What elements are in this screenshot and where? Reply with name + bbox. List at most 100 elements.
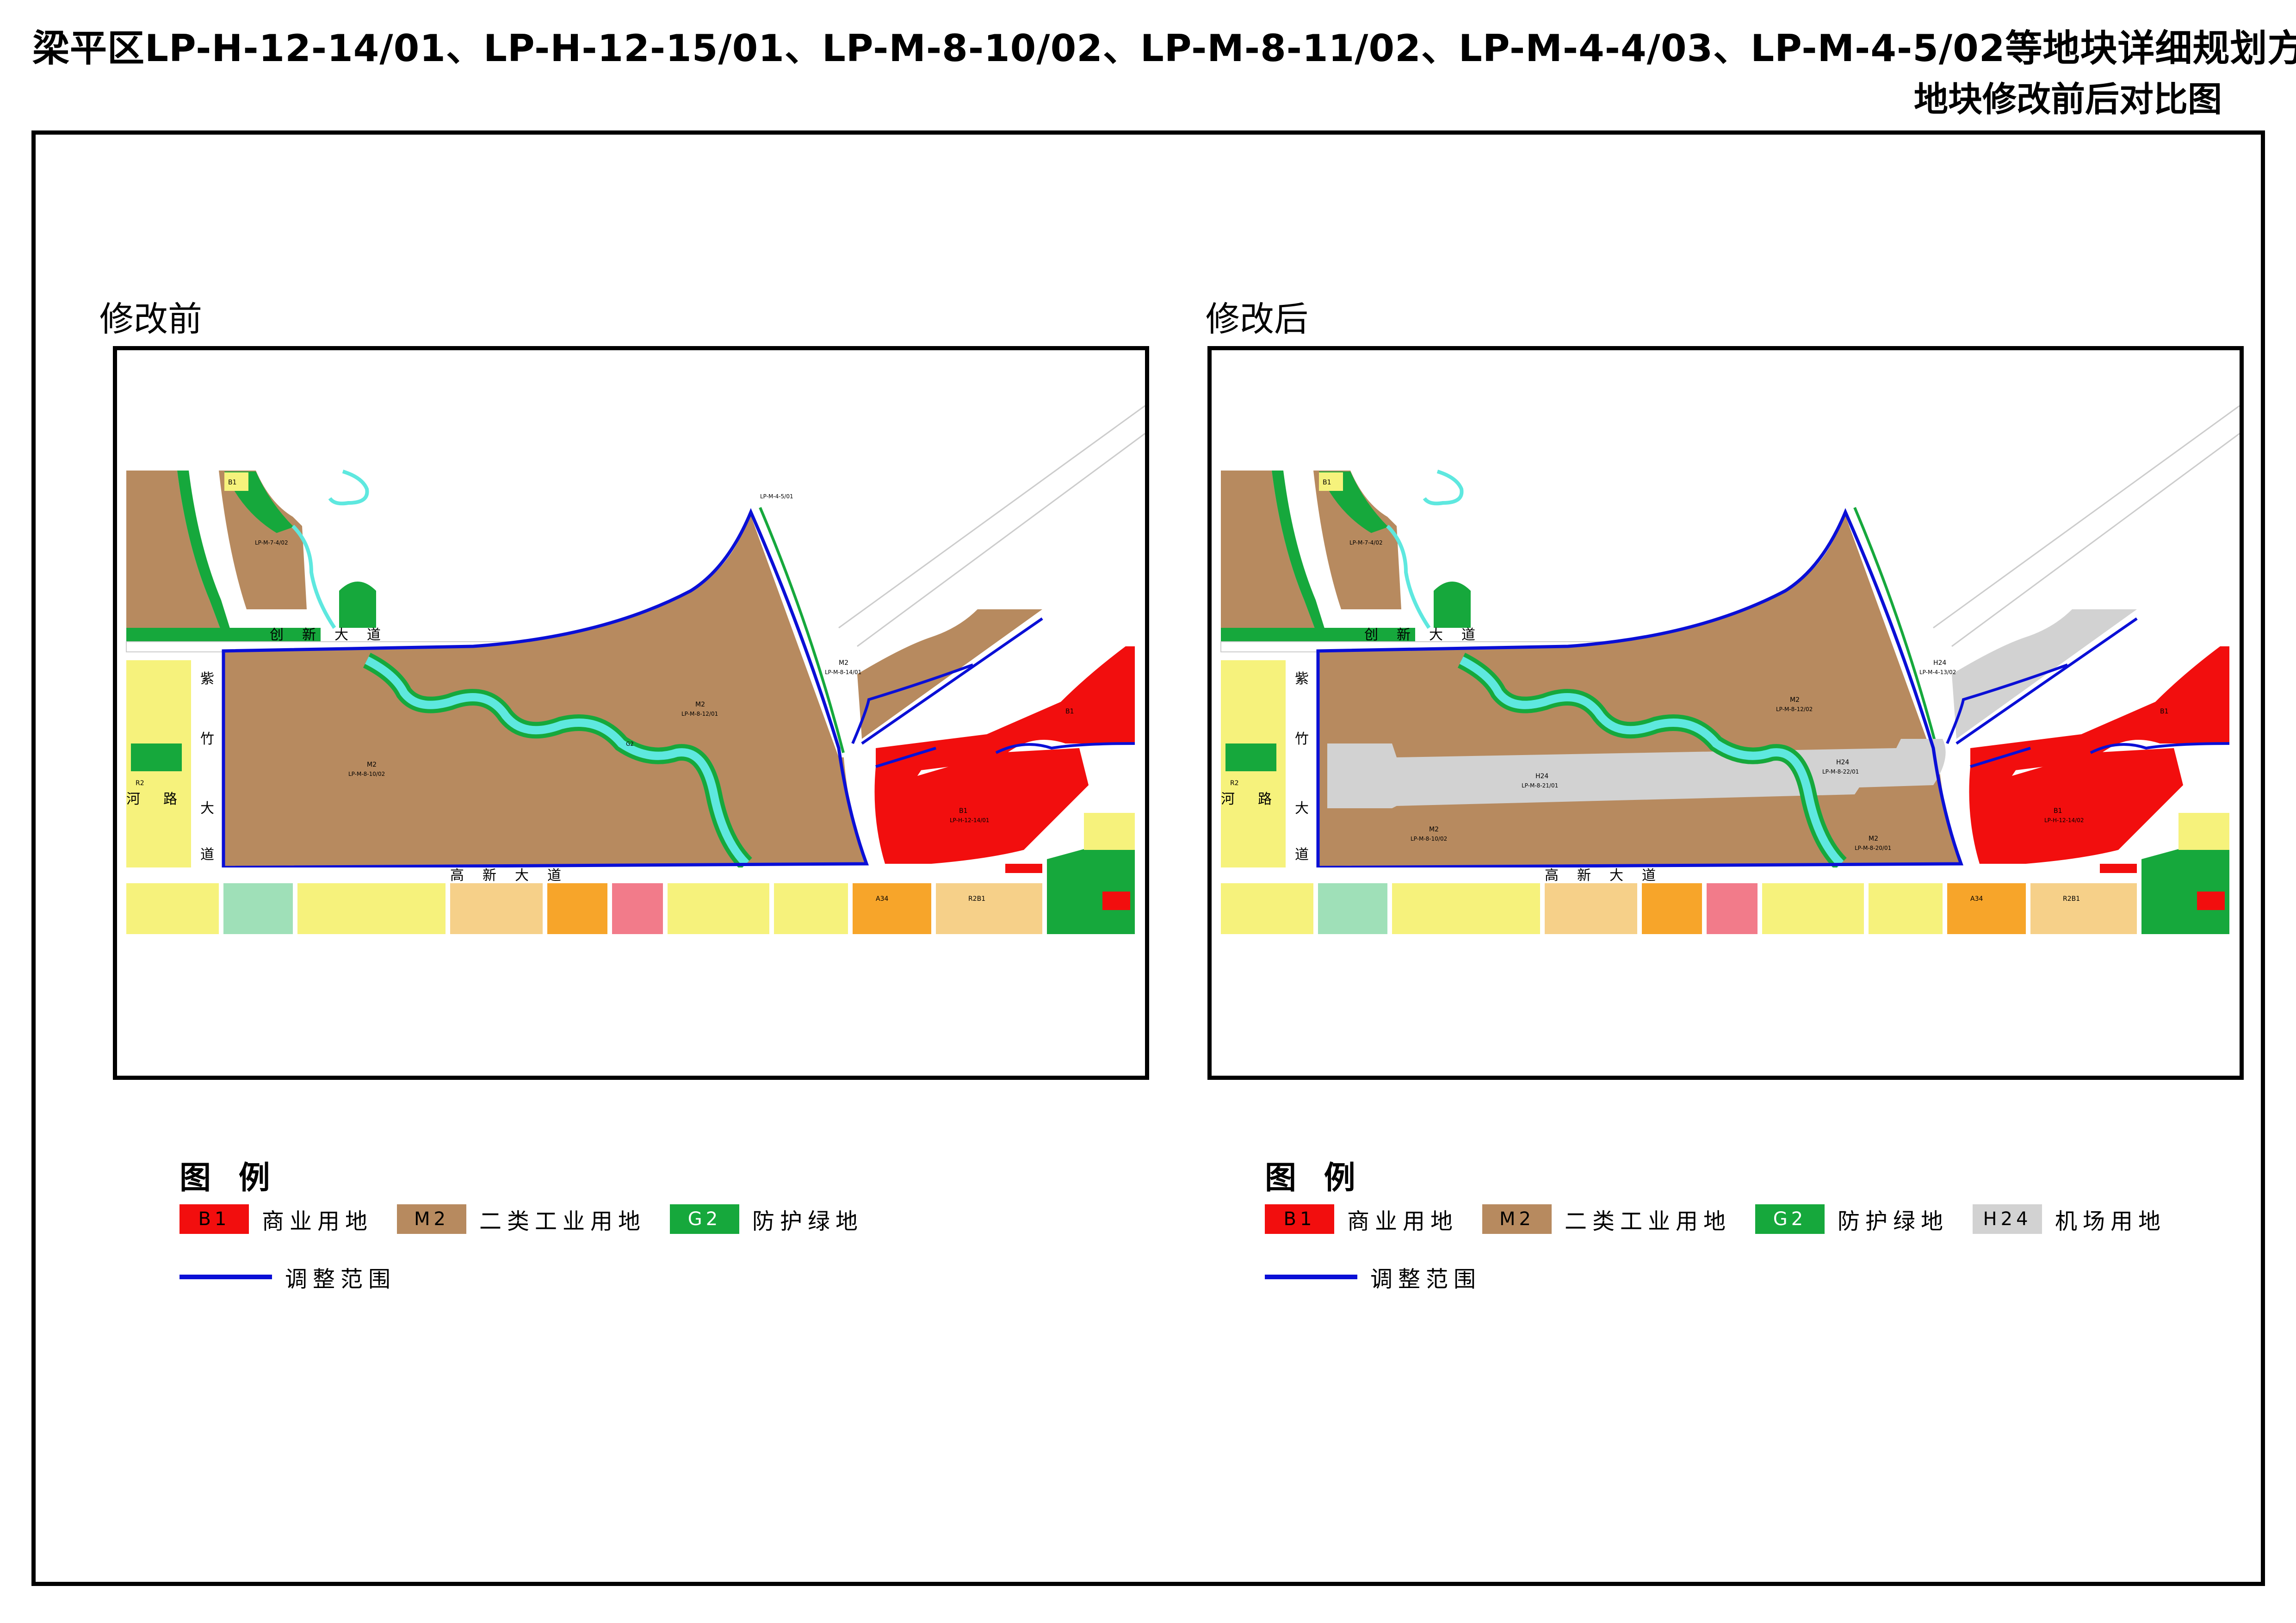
b1-ne-parcel	[1970, 646, 2229, 799]
r2b1-code: R2B1	[968, 895, 985, 903]
r2b1-parcel	[2030, 883, 2137, 934]
west-r2-code: R2	[136, 780, 144, 787]
adjust-line-sample	[1265, 1275, 1357, 1279]
nw-area: B1 LP-M-7-4/02	[1221, 471, 1471, 642]
road-n-char-3: 大	[1429, 627, 1443, 643]
runway-e-id: LP-M-8-22/01	[1822, 768, 1859, 775]
north-road-labels: 创 新 大 道	[1364, 627, 1475, 643]
s-parcel-2	[1318, 883, 1387, 934]
road-w-char-3: 河	[126, 791, 140, 807]
legend-after: 图 例 B1 商业用地 M2 二类工业用地 G2 防护绿地 H24 机场用地 调…	[1265, 1152, 2296, 1319]
swatch-m2: M2	[1482, 1204, 1552, 1234]
legend-item-b1: B1 商业用地	[179, 1203, 373, 1235]
legend-after-line-row: 调整范围	[1265, 1261, 1481, 1293]
b1-code: B1	[2054, 807, 2062, 815]
se-residential	[1084, 813, 1135, 850]
road-w-char-4: 路	[1258, 791, 1272, 807]
road-w-char-3: 河	[1221, 791, 1235, 807]
adjust-boundary	[1316, 508, 1963, 869]
main-m2-code: M2	[367, 761, 377, 768]
legend-label-m2: 二类工业用地	[1565, 1208, 1732, 1234]
road-w-char-2: 竹	[200, 731, 214, 747]
s-b1-small	[1005, 864, 1042, 873]
s-parcel-7	[1762, 883, 1864, 934]
s-parcel-3	[1392, 883, 1540, 934]
river-g2-code: G2	[626, 741, 634, 747]
s-parcel-4	[1545, 883, 1637, 934]
road-n-char-1: 创	[1364, 627, 1378, 643]
road-s-char-1: 高	[1545, 867, 1559, 884]
west-road	[1286, 660, 1313, 868]
legend-before-swatch-row: B1 商业用地 M2 二类工业用地 G2 防护绿地	[179, 1203, 887, 1235]
s-parcel-2	[223, 883, 293, 934]
adjust-boundary	[222, 508, 869, 869]
legend-before: 图 例 B1 商业用地 M2 二类工业用地 G2 防护绿地 调整范围	[179, 1152, 1244, 1319]
b1-boundary-e	[995, 742, 1135, 754]
legend-label-g2: 防护绿地	[1838, 1208, 1949, 1234]
nw-stream	[1386, 525, 1431, 629]
north-road-labels: 创 新 大 道	[270, 627, 381, 643]
nw-b1-label: B1	[1323, 479, 1331, 486]
legend-item-b1: B1 商业用地	[1265, 1203, 1458, 1235]
east-m2-boundary	[851, 663, 974, 744]
west-green	[1225, 743, 1276, 771]
b1-boundary-n	[1970, 747, 2031, 768]
legend-item-g2: G2 防护绿地	[1755, 1203, 1949, 1235]
legend-label-adjust: 调整范围	[1370, 1266, 1482, 1292]
railway-line-2	[1951, 433, 2240, 647]
south-road-labels: 高 新 大 道	[1545, 867, 1656, 884]
s-parcel-1	[1221, 883, 1313, 934]
before-panel-label: 修改前	[99, 299, 202, 339]
north-stream	[1423, 470, 1464, 506]
road-s-char-3: 大	[515, 867, 529, 884]
road-w-char-5: 大	[1295, 800, 1309, 817]
legend-after-title: 图 例	[1265, 1160, 1364, 1196]
adjust-line-sample	[179, 1275, 272, 1279]
legend-label-b1: 商业用地	[1347, 1208, 1459, 1234]
nw-road-green	[1221, 628, 1415, 642]
legend-label-adjust: 调整范围	[285, 1266, 396, 1292]
s-parcel-4	[450, 883, 543, 934]
runway-code: H24	[1535, 773, 1548, 780]
road-s-char-3: 大	[1609, 867, 1623, 884]
legend-before-line-row: 调整范围	[179, 1261, 396, 1293]
road-n-char-2: 新	[302, 627, 316, 643]
legend-label-m2: 二类工业用地	[479, 1208, 646, 1234]
ne-h24-id: LP-M-4-13/02	[1919, 669, 1956, 675]
legend-item-m2: M2 二类工业用地	[397, 1203, 646, 1235]
east-adjust-line	[861, 617, 1043, 745]
nw-green-belt	[1272, 471, 1327, 637]
b1-id: LP-H-12-14/01	[950, 817, 990, 824]
e-m2-id: LP-M-8-14/01	[825, 669, 861, 675]
mid-m2-id: LP-M-8-12/01	[681, 711, 718, 717]
road-n-char-1: 创	[270, 627, 284, 643]
s-parcel-5	[1642, 883, 1702, 934]
road-w-char-1: 紫	[200, 671, 214, 687]
se-green	[1047, 843, 1135, 934]
south-road	[126, 867, 1145, 883]
r2b1-code: R2B1	[2063, 895, 2080, 903]
road-s-char-4: 道	[547, 867, 561, 884]
railway-line	[838, 405, 1145, 629]
railway-line-2	[857, 433, 1145, 647]
s-parcel-8	[1869, 883, 1943, 934]
west-road	[191, 660, 219, 868]
mid-m2-id: LP-M-8-12/02	[1776, 706, 1813, 712]
road-w-char-4: 路	[163, 791, 177, 807]
legend-after-swatch-row: B1 商业用地 M2 二类工业用地 G2 防护绿地 H24 机场用地	[1265, 1203, 2190, 1235]
nw-road-green	[126, 628, 321, 642]
before-map-panel: B1 LP-M-7-4/02 创 新 大 道 B1 LP-H-12-14/01 …	[113, 346, 1149, 1080]
railway-line	[1933, 405, 2240, 629]
legend-label-h24: 机场用地	[2055, 1208, 2166, 1234]
nw-m2-id: LP-M-7-4/02	[1349, 539, 1383, 546]
r2b1-parcel	[936, 883, 1042, 934]
mid-m2-code: M2	[695, 701, 705, 708]
south-road-labels: 高 新 大 道	[450, 867, 561, 884]
s-parcel-6	[612, 883, 663, 934]
road-w-char-5: 大	[200, 800, 214, 817]
nw-b1-label: B1	[228, 479, 237, 486]
main-m2-id: LP-M-8-10/02	[348, 771, 385, 777]
legend-label-b1: 商业用地	[262, 1208, 373, 1234]
road-s-char-1: 高	[450, 867, 464, 884]
a34-parcel	[1947, 883, 2026, 934]
